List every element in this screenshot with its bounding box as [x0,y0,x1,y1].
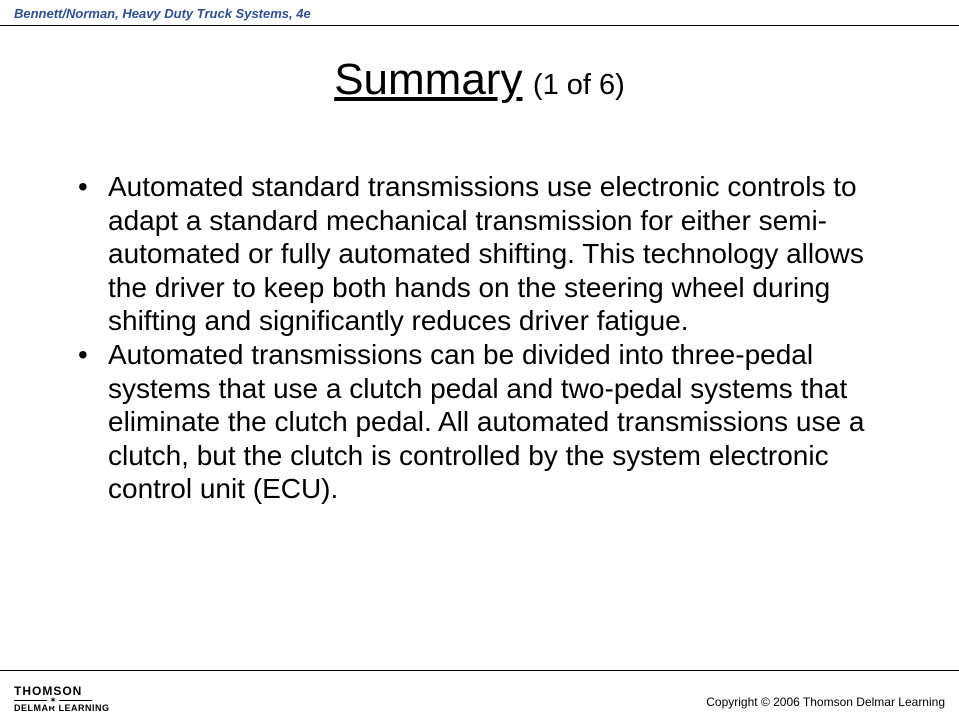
slide-title-container: Summary (1 of 6) [0,55,959,105]
publisher-name-bottom: DELMAR LEARNING [14,703,110,713]
slide-title-main: Summary [334,55,522,104]
header-divider [0,25,959,26]
star-icon: ✶ [47,695,59,706]
footer-divider [0,670,959,671]
header-book-title: Bennett/Norman, Heavy Duty Truck Systems… [14,6,311,21]
bullet-item: Automated transmissions can be divided i… [74,338,894,506]
slide-content: Automated standard transmissions use ele… [74,170,894,506]
bullet-item: Automated standard transmissions use ele… [74,170,894,338]
slide-title-part: (1 of 6) [533,69,625,101]
footer-publisher-logo: THOMSON ✶ DELMAR LEARNING [14,684,110,713]
footer-copyright: Copyright © 2006 Thomson Delmar Learning [706,695,945,709]
publisher-logo-divider: ✶ [14,700,92,701]
bullet-list: Automated standard transmissions use ele… [74,170,894,506]
